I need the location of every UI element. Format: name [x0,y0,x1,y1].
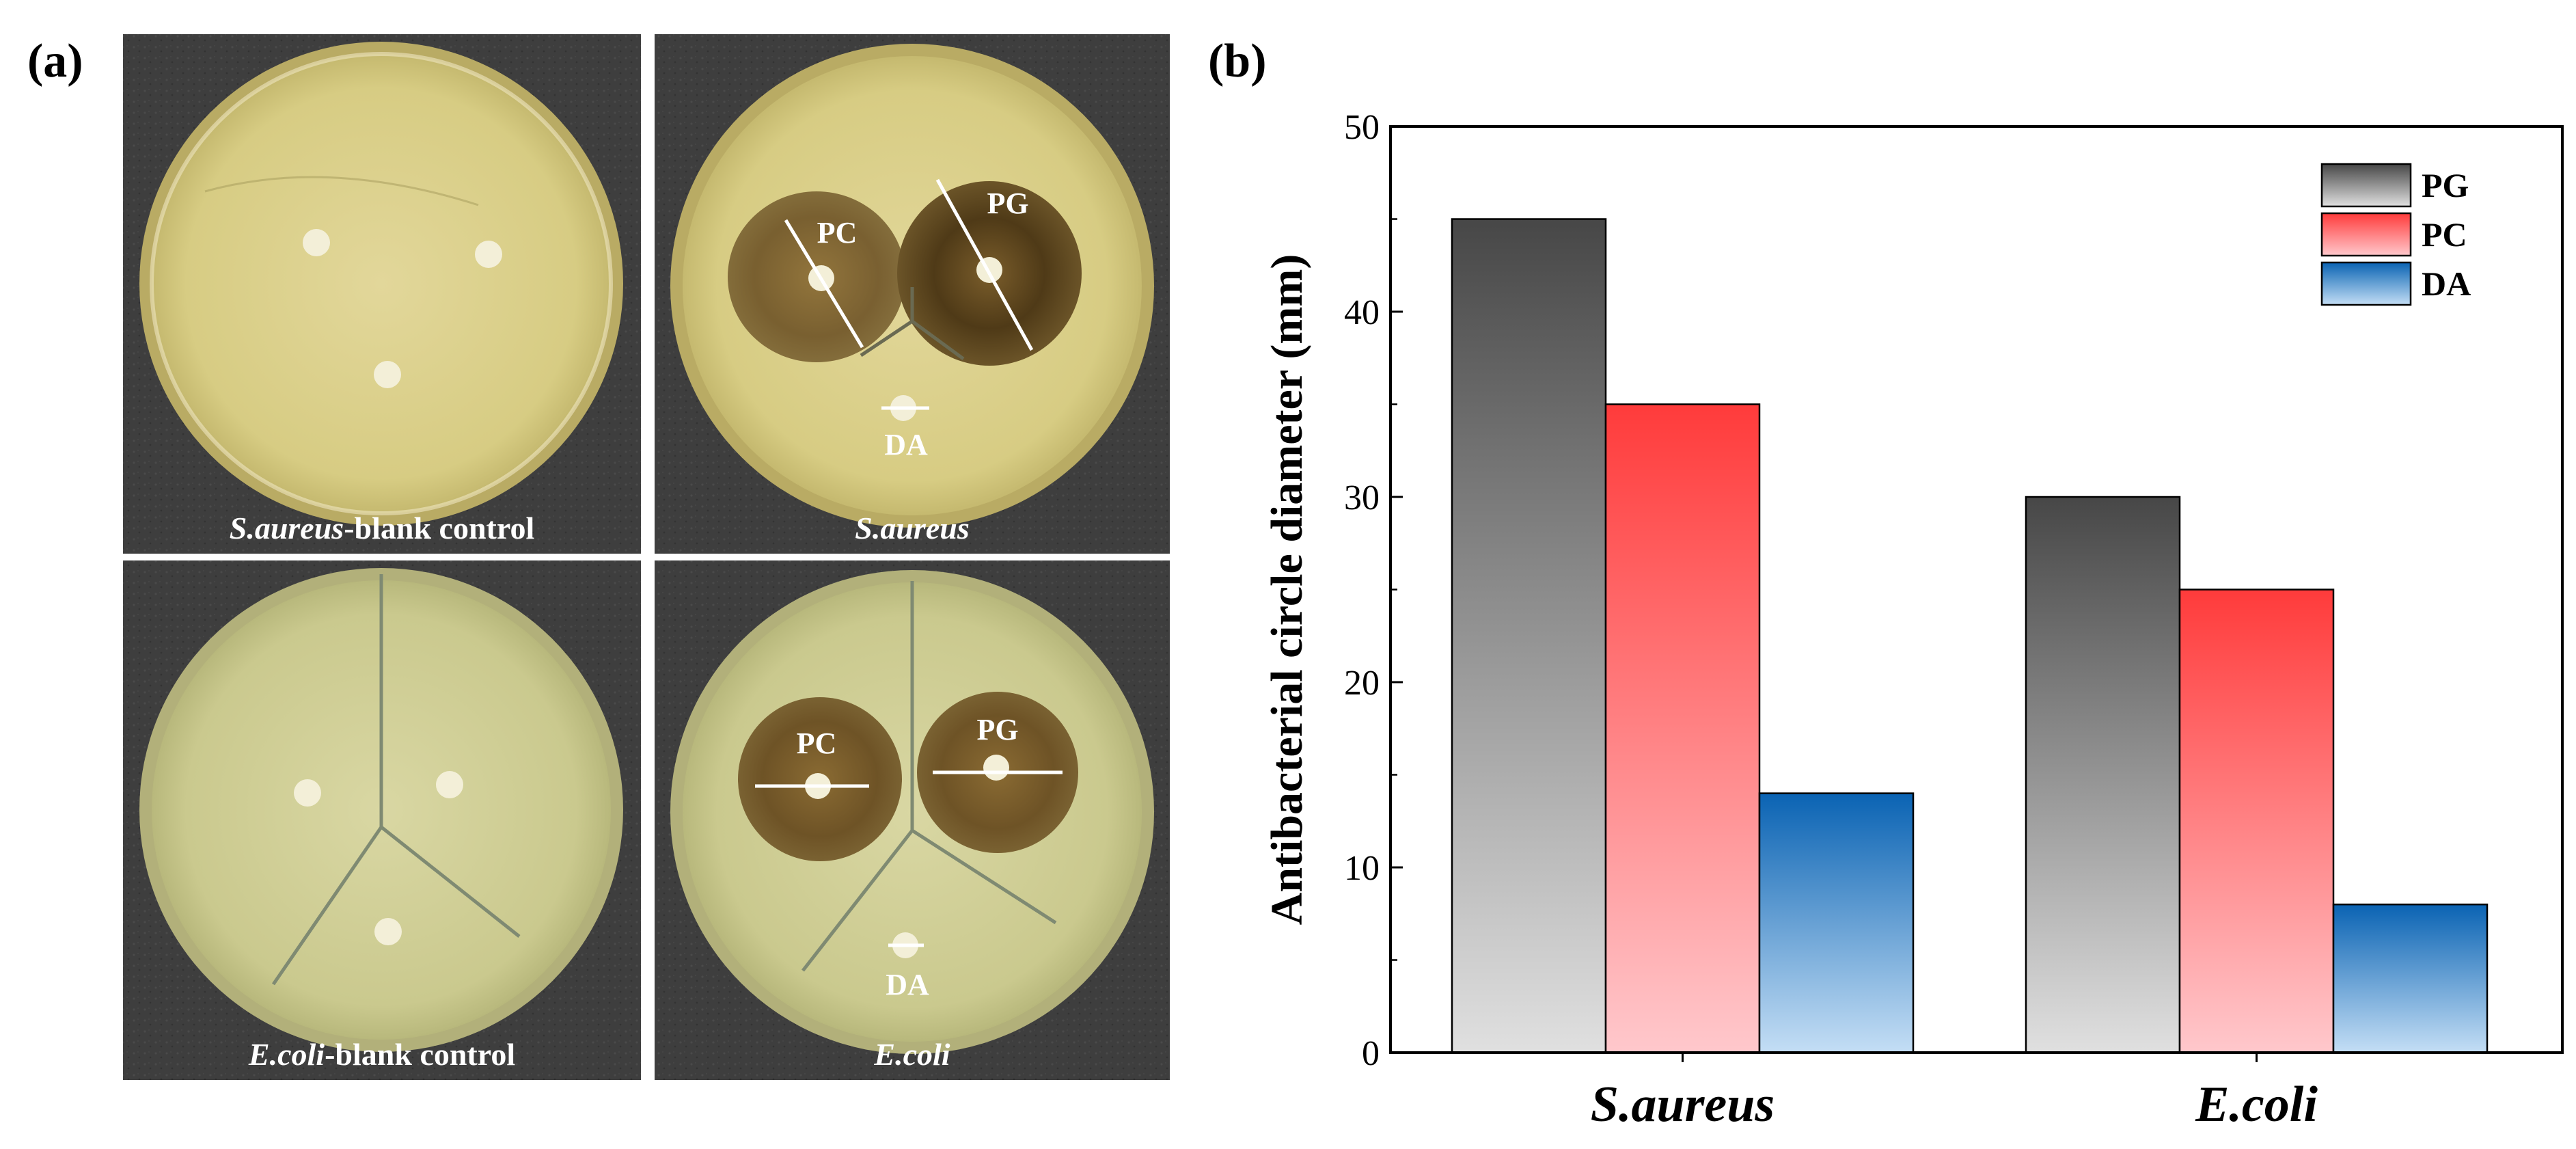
y-tick-label: 20 [1344,664,1380,703]
disk [374,918,402,945]
disk [475,241,502,268]
photo-caption: E.coli-blank control [248,1037,515,1072]
photo-saureus-blank [123,34,641,554]
bar-PG-S.aureus [1451,218,1607,1054]
legend-label: DA [2422,265,2471,303]
disk [294,779,321,807]
y-axis-label: Antibacterial circle diameter (mm) [1262,254,1312,925]
photo-caption: S.aureus [855,511,969,545]
photo-caption: S.aureus-blank control [230,511,535,545]
disk-label: DA [886,968,929,1001]
photo-ecoli-blank [123,560,641,1080]
disk-label: PG [976,713,1018,746]
disk-label: PC [817,216,858,249]
bar-DA-S.aureus [1758,792,1915,1054]
photo-ecoli: PC PG DA [655,560,1170,1080]
disk-label: DA [884,428,928,461]
panel-a-label: (a) [27,35,83,87]
bar-DA-E.coli [2332,903,2489,1054]
y-tick-label: 40 [1344,293,1380,332]
plate-photos: PC PG DA PC PG DA S.aureus-blank control… [123,34,1170,1080]
x-tick-label: S.aureus [1591,1077,1775,1133]
disk [374,361,401,388]
panel-b-label: (b) [1208,35,1267,87]
y-tick-label: 0 [1362,1034,1380,1073]
disk-label: PG [987,187,1028,220]
legend-swatch-PG [2320,163,2412,208]
legend-label: PC [2422,215,2467,254]
photo-saureus: PC PG DA [655,34,1170,554]
disk [303,229,330,256]
disk [436,771,463,798]
legend-label: PG [2422,166,2469,204]
y-tick-label: 10 [1344,849,1380,888]
photo-caption: E.coli [873,1037,950,1072]
bar-PG-E.coli [2025,496,2181,1054]
plot-area: S.aureus E.coli 0 10 20 30 40 50 Antibacterial c… [1262,108,2564,1133]
disk-label: PC [797,727,837,760]
bar-PC-E.coli [2178,589,2335,1054]
y-tick-label: 50 [1344,108,1380,147]
x-tick-label: E.coli [2195,1077,2318,1133]
y-tick-label: 30 [1344,478,1380,517]
legend-swatch-PC [2320,212,2412,257]
legend-swatch-DA [2320,261,2412,306]
bar-PC-S.aureus [1604,403,1761,1054]
